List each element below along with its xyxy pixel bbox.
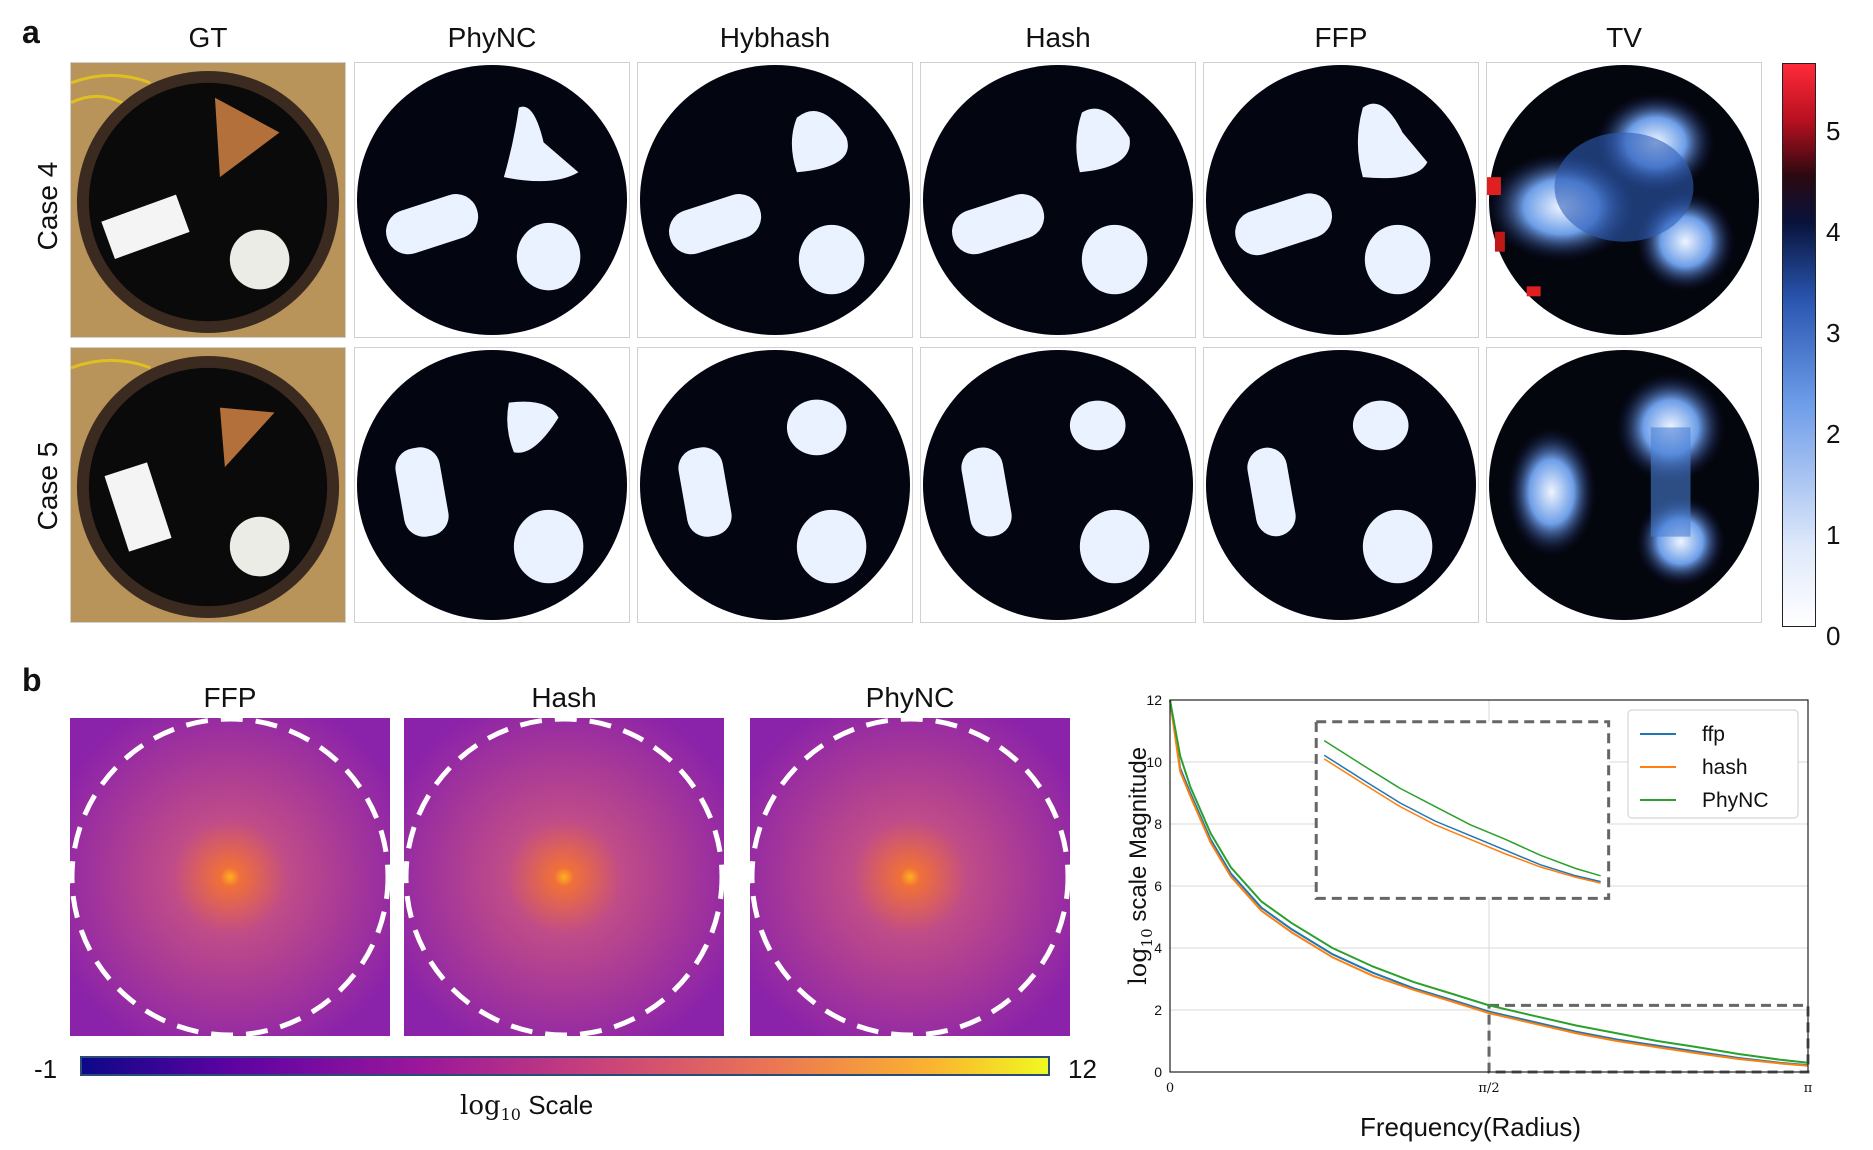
chart-axes: 0 2 4 6 8 10 12 0 π/2 π — [1146, 692, 1812, 1096]
colorbar-a-tick-4: 4 — [1826, 217, 1841, 247]
spectrum-title-ffp: FFP — [203, 682, 257, 713]
phync-recon-case-5 — [354, 347, 630, 623]
x-tick-label: π — [1804, 1081, 1813, 1096]
y-tick-label: 12 — [1146, 692, 1162, 708]
spectrum-title-hash: Hash — [531, 682, 597, 713]
spectrum-ffp — [70, 718, 390, 1036]
x-tick-label: 0 — [1166, 1081, 1174, 1096]
inset-line-hash — [1323, 758, 1601, 884]
row-label-case-5: Case 5 — [32, 441, 63, 531]
chart-series — [1169, 699, 1809, 1067]
colorbar-a-tick-2: 2 — [1826, 419, 1841, 449]
gt-photo-case-4 — [70, 62, 346, 338]
hash-recon-case-4 — [920, 62, 1196, 338]
tv-recon-case-5 — [1486, 347, 1762, 623]
hybhash-recon-case-5 — [637, 347, 913, 623]
chart-inset — [1314, 720, 1810, 1074]
spectrum-phync — [750, 718, 1070, 1036]
column-title-ffp: FFP — [1314, 22, 1368, 53]
series-line-hash — [1169, 699, 1809, 1067]
hybhash-recon-case-4 — [637, 62, 913, 338]
tv-recon-case-4 — [1486, 62, 1762, 338]
legend-box — [1627, 709, 1799, 819]
colorbar-b — [80, 1056, 1050, 1076]
column-title-hybhash: Hybhash — [719, 22, 831, 53]
colorbar-b-label-prefix: log — [460, 1091, 501, 1121]
ffp-recon-case-4 — [1203, 62, 1479, 338]
colorbar-b-min-label: -1 — [34, 1054, 58, 1084]
chart-y-axis-label-sub: 10 — [1137, 928, 1156, 948]
legend-label-hash: hash — [1702, 756, 1748, 779]
chart-y-axis-label-prefix: log — [1124, 947, 1153, 985]
zoom-inset-box — [1314, 720, 1611, 900]
y-tick-label: 8 — [1154, 816, 1162, 832]
chart-y-axis-label: log10 scale Magnitude — [1124, 736, 1156, 996]
inset-line-phync — [1323, 740, 1601, 877]
spectrum-title-phync: PhyNC — [865, 682, 955, 713]
y-tick-label: 6 — [1154, 878, 1162, 894]
column-title-gt: GT — [188, 22, 228, 53]
chart-x-axis-label: Frequency(Radius) — [1360, 1112, 1582, 1142]
colorbar-a — [1782, 63, 1816, 627]
y-tick-label: 4 — [1154, 940, 1162, 956]
legend-label-phync: PhyNC — [1702, 789, 1769, 812]
y-tick-label: 10 — [1146, 754, 1162, 770]
inset-line-ffp — [1323, 754, 1601, 883]
magnitude-chart: 0 2 4 6 8 10 12 0 π/2 π ffp hash PhyNC — [1146, 692, 1812, 1096]
gt-photo-case-5 — [70, 347, 346, 623]
colorbar-b-label-sub: 10 — [500, 1105, 521, 1125]
y-tick-label: 2 — [1154, 1002, 1162, 1018]
colorbar-a-tick-5: 5 — [1826, 116, 1841, 146]
colorbar-a-tick-1: 1 — [1826, 520, 1841, 550]
panel-b-letter: b — [22, 662, 42, 698]
column-title-tv: TV — [1606, 22, 1642, 53]
column-title-phync: PhyNC — [447, 22, 537, 53]
y-tick-label: 0 — [1154, 1064, 1162, 1080]
spectrum-hash — [404, 718, 724, 1036]
column-title-hash: Hash — [1025, 22, 1091, 53]
series-line-phync — [1169, 699, 1809, 1064]
series-line-ffp — [1169, 699, 1809, 1067]
legend-label-ffp: ffp — [1702, 723, 1725, 746]
hash-recon-case-5 — [920, 347, 1196, 623]
colorbar-b-label: log10 Scale — [460, 1090, 593, 1124]
chart-legend: ffp hash PhyNC — [1627, 709, 1799, 819]
colorbar-b-label-suffix: Scale — [520, 1090, 594, 1120]
plot-frame — [1169, 699, 1809, 1073]
x-tick-label: π/2 — [1478, 1081, 1499, 1096]
colorbar-b-max-label: 12 — [1068, 1054, 1097, 1084]
panel-a-letter: a — [22, 14, 40, 50]
row-label-case-4: Case 4 — [32, 161, 63, 251]
colorbar-a-tick-0: 0 — [1826, 621, 1841, 651]
chart-y-axis-label-suffix: scale Magnitude — [1125, 746, 1153, 929]
colorbar-a-tick-3: 3 — [1826, 318, 1841, 348]
phync-recon-case-4 — [354, 62, 630, 338]
ffp-recon-case-5 — [1203, 347, 1479, 623]
